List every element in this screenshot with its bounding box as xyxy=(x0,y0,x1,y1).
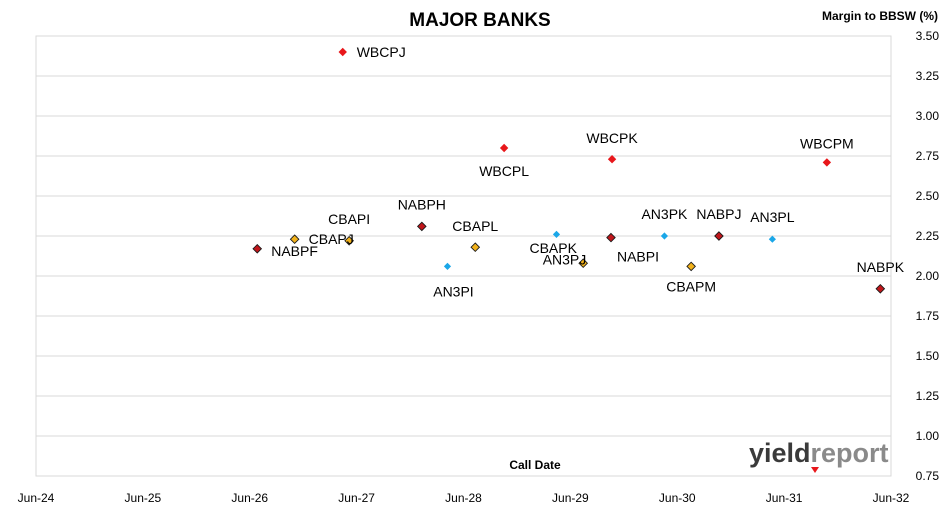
point-label-an3pl: AN3PL xyxy=(750,209,795,225)
point-label-cbapl: CBAPL xyxy=(452,218,498,234)
point-nabpf xyxy=(252,243,263,254)
x-tick-label: Jun-28 xyxy=(445,491,482,505)
point-label-cbapi: CBAPI xyxy=(328,211,370,227)
y-tick-label: 1.00 xyxy=(916,429,940,443)
point-label-an3pk: AN3PK xyxy=(641,206,688,222)
y-axis-ticks: 0.75 1.00 1.25 1.50 1.75 2.00 2.25 2.50 2.75 3.00… xyxy=(916,29,940,483)
point-nabph xyxy=(416,221,427,232)
x-tick-label: Jun-32 xyxy=(873,491,910,505)
y-tick-label: 2.75 xyxy=(916,149,940,163)
data-points xyxy=(252,47,886,294)
point-cbapj xyxy=(289,234,300,245)
point-label-wbcpl: WBCPL xyxy=(479,163,529,179)
point-label-wbcpj: WBCPJ xyxy=(357,44,406,60)
point-cbapk xyxy=(578,258,589,269)
point-cbapi xyxy=(344,235,354,246)
y-tick-label: 0.75 xyxy=(916,469,940,483)
point-label-cbapj: CBAPJ xyxy=(309,231,354,247)
y-tick-label: 2.00 xyxy=(916,269,940,283)
point-wbcpk xyxy=(607,155,617,164)
point-nabpj xyxy=(714,231,724,241)
point-label-nabph: NABPH xyxy=(398,196,446,212)
point-label-nabpi: NABPI xyxy=(617,249,659,265)
watermark-part2: report xyxy=(811,438,889,468)
x-tick-label: Jun-26 xyxy=(231,491,268,505)
x-tick-label: Jun-30 xyxy=(659,491,696,505)
point-label-wbcpm: WBCPM xyxy=(800,135,854,151)
watermark-triangle xyxy=(811,467,819,473)
y-tick-label: 2.50 xyxy=(916,189,940,203)
point-label-cbapm: CBAPM xyxy=(666,278,716,294)
point-nabpi xyxy=(606,232,616,243)
point-cbapl xyxy=(470,242,481,253)
point-cbapm xyxy=(686,261,696,272)
point-label-wbcpk: WBCPK xyxy=(586,130,638,146)
y-tick-label: 3.25 xyxy=(916,69,940,83)
y-tick-label: 1.50 xyxy=(916,349,940,363)
point-nabpk xyxy=(875,283,886,294)
x-axis-ticks: Jun-24 Jun-25 Jun-26 Jun-27 Jun-28 Jun-29 Jun-… xyxy=(18,491,910,505)
point-wbcpj xyxy=(338,47,347,57)
y-axis-title: Margin to BBSW (%) xyxy=(822,9,938,23)
x-axis-title: Call Date xyxy=(509,458,561,472)
gridlines xyxy=(36,35,891,477)
point-label-an3pj: AN3PJ xyxy=(543,251,587,267)
point-label-nabpf: NABPF xyxy=(271,243,318,259)
point-label-nabpj: NABPJ xyxy=(696,206,741,222)
plot-area-border xyxy=(35,35,892,477)
watermark-logo: yieldreport xyxy=(749,438,889,473)
chart-title: MAJOR BANKS xyxy=(409,10,550,31)
x-tick-label: Jun-27 xyxy=(338,491,375,505)
point-label-an3pi: AN3PI xyxy=(433,283,473,299)
y-tick-label: 3.00 xyxy=(916,109,940,123)
y-tick-label: 1.75 xyxy=(916,309,940,323)
point-an3pl xyxy=(768,235,776,243)
point-label-cbapk: CBAPK xyxy=(529,240,577,256)
point-labels: WBCPJ WBCPL WBCPK WBCPM NABPF NABPH NABPI NABPJ… xyxy=(271,44,904,299)
point-label-nabpk: NABPK xyxy=(857,259,905,275)
point-wbcpl xyxy=(499,143,509,153)
watermark-part1: yield xyxy=(749,438,811,468)
point-wbcpm xyxy=(822,158,832,167)
svg-text:yieldreport: yieldreport xyxy=(749,438,889,468)
y-tick-label: 1.25 xyxy=(916,389,940,403)
x-tick-label: Jun-25 xyxy=(125,491,162,505)
x-tick-label: Jun-24 xyxy=(18,491,55,505)
x-tick-label: Jun-31 xyxy=(766,491,803,505)
x-tick-label: Jun-29 xyxy=(552,491,589,505)
y-tick-label: 2.25 xyxy=(916,229,940,243)
point-an3pk xyxy=(660,232,669,240)
point-an3pi xyxy=(443,262,452,270)
y-tick-label: 3.50 xyxy=(916,29,940,43)
point-an3pj xyxy=(552,230,561,238)
